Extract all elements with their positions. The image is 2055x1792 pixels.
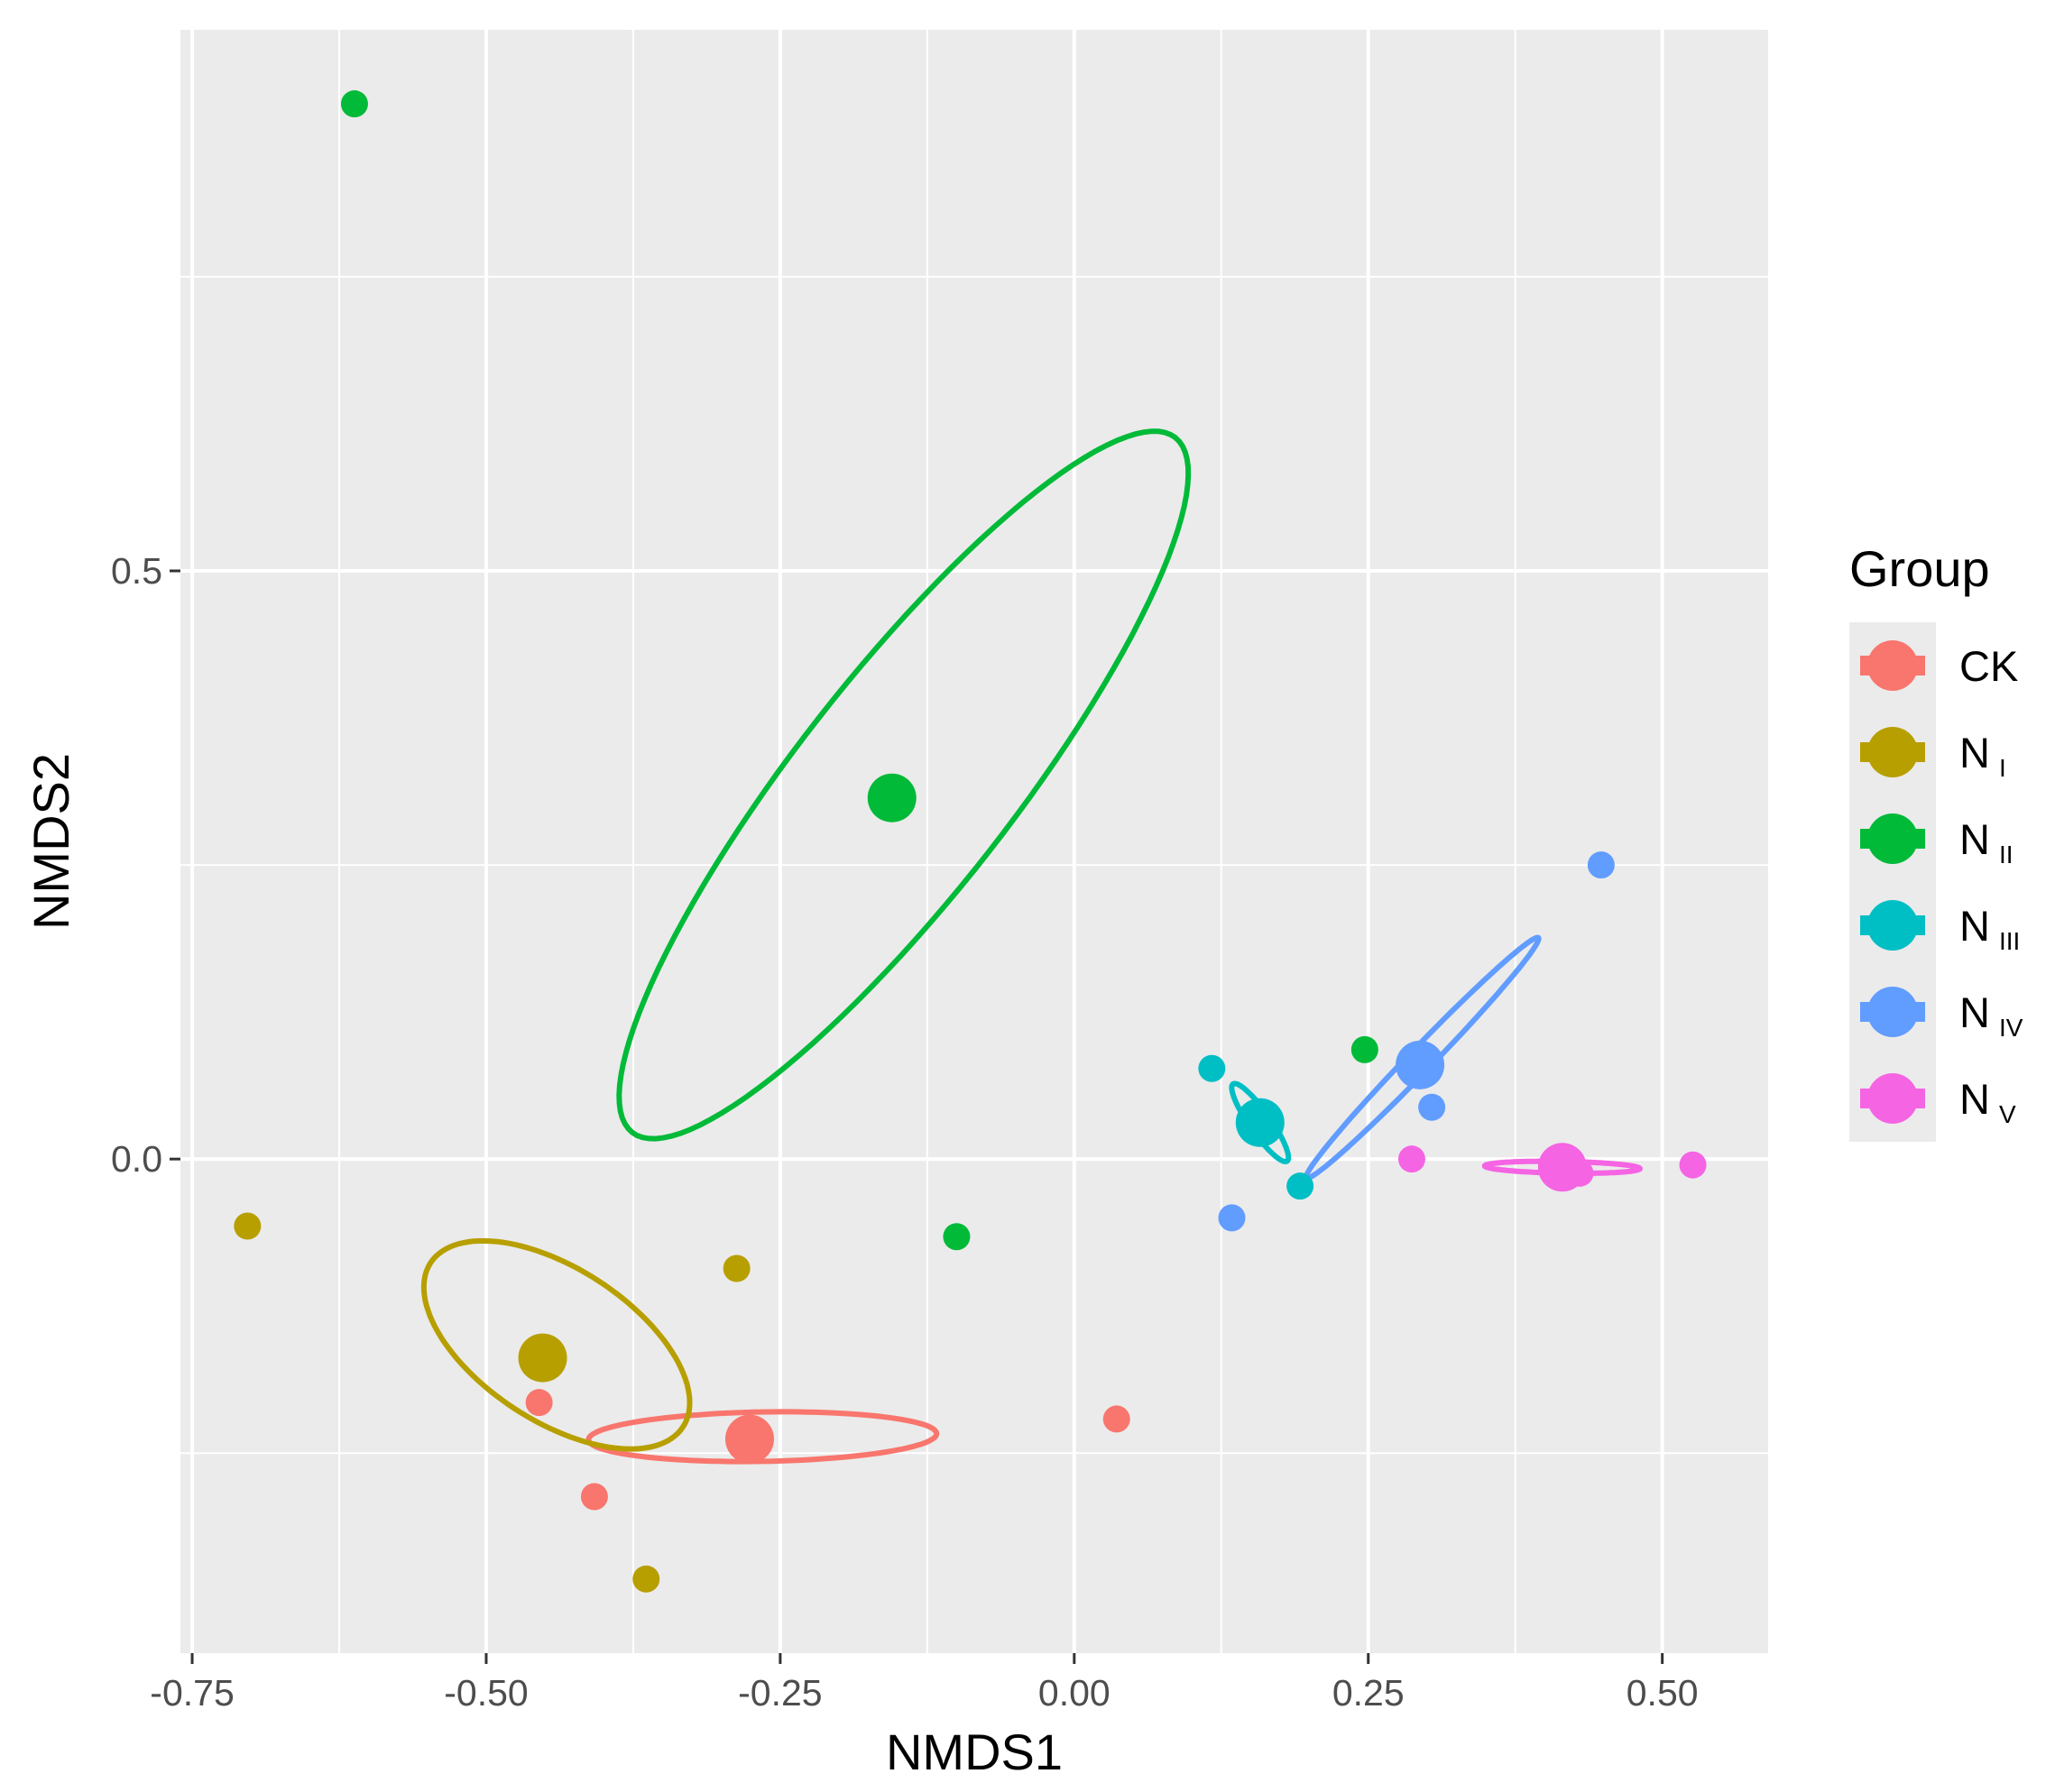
point-n-ii: [340, 90, 368, 118]
x-tick-label: -0.25: [738, 1672, 822, 1714]
point-ck: [525, 1389, 553, 1417]
point-n-iii: [1286, 1172, 1314, 1200]
legend-key-dot: [1867, 900, 1918, 951]
legend-key-dot: [1867, 813, 1918, 864]
centroid-n-iii: [1235, 1098, 1285, 1147]
ellipse-n-i: [420, 1237, 693, 1452]
point-n-ii: [1350, 1035, 1378, 1063]
legend-label: N II: [1959, 815, 2014, 868]
ellipse-n-iii: [1229, 1080, 1292, 1165]
y-tick-label: 0.5: [111, 550, 162, 592]
ellipse-n-ii: [616, 428, 1192, 1142]
point-ck: [580, 1483, 608, 1511]
minor-gridlines: [180, 30, 1768, 1653]
point-n-iv: [1218, 1204, 1246, 1232]
x-tick-label: 0.50: [1626, 1672, 1699, 1714]
centroid-n-v: [1537, 1143, 1587, 1192]
sample-points: [234, 90, 1707, 1593]
point-n-i: [632, 1565, 660, 1593]
ellipse-ck: [585, 1409, 940, 1465]
legend: Group CK N I N II N III N IV N V: [1849, 540, 2023, 1142]
point-n-v: [1679, 1151, 1707, 1179]
y-tick-label: 0.0: [111, 1138, 162, 1180]
x-tick-label: 0.25: [1332, 1672, 1405, 1714]
legend-key-dot: [1867, 640, 1918, 691]
plot-panel: [180, 30, 1768, 1653]
point-n-iv: [1418, 1093, 1446, 1121]
x-tick-label: -0.75: [150, 1672, 234, 1714]
point-n-ii: [943, 1223, 971, 1251]
centroid-n-i: [518, 1333, 567, 1383]
point-n-i: [723, 1254, 751, 1282]
x-axis-title: NMDS1: [886, 1723, 1063, 1780]
x-tick-label: 0.00: [1038, 1672, 1110, 1714]
y-axis-title: NMDS2: [23, 753, 79, 930]
ellipse-n-v: [1481, 1158, 1644, 1176]
centroid-n-iv: [1396, 1040, 1445, 1089]
point-n-iii: [1198, 1054, 1226, 1082]
point-n-i: [234, 1212, 262, 1240]
centroid-n-ii: [867, 773, 917, 822]
legend-label: CK: [1959, 642, 2018, 690]
major-gridlines: [180, 30, 1768, 1653]
axes: -0.75 -0.50 -0.25 0.00 0.25 0.50 0.0 0.5: [111, 550, 1699, 1714]
legend-title: Group: [1849, 540, 1990, 597]
legend-label: N III: [1959, 902, 2020, 955]
centroid-ck: [724, 1414, 774, 1464]
point-n-iv: [1587, 851, 1615, 879]
legend-key-background: [1849, 622, 1936, 1142]
legend-label: N IV: [1959, 988, 2023, 1042]
point-n-v: [1397, 1145, 1425, 1173]
point-ck: [1102, 1405, 1130, 1433]
legend-key-dot: [1867, 727, 1918, 777]
legend-key-dot: [1867, 1073, 1918, 1124]
x-tick-label: -0.50: [444, 1672, 528, 1714]
legend-key-dot: [1867, 987, 1918, 1037]
